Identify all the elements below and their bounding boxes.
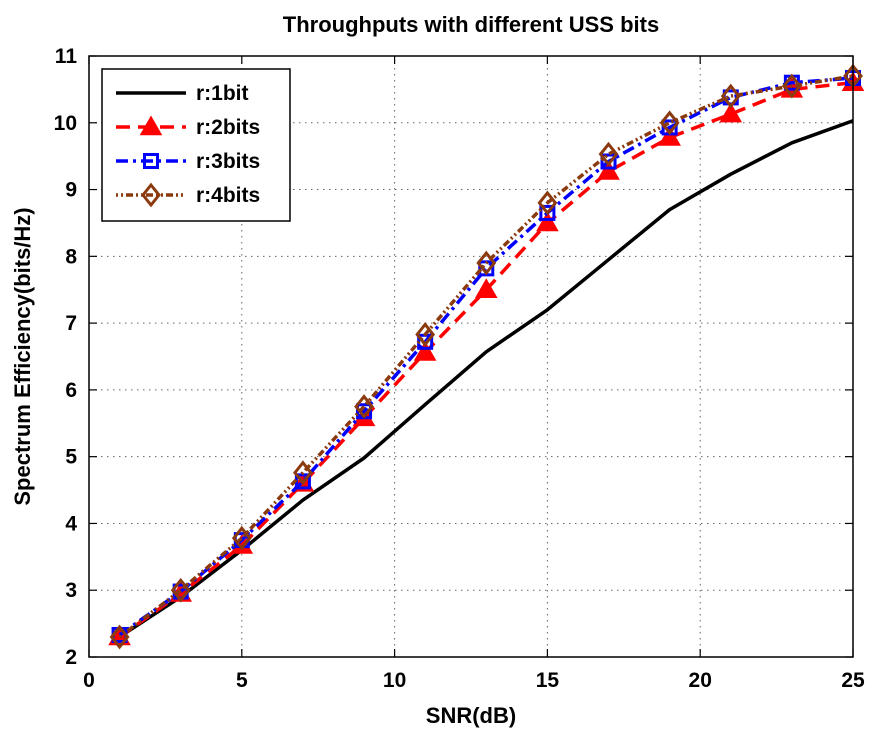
data-point	[413, 340, 437, 361]
data-point	[415, 322, 436, 347]
x-tick-label: 10	[383, 669, 406, 692]
x-axis-label: SNR(dB)	[426, 703, 516, 728]
x-tick-label: 0	[83, 669, 95, 692]
axes: 0 5 10 15 20 25 2 3 4 5 6 7 8 9 10 11	[54, 45, 865, 692]
legend-label: r:2bits	[196, 116, 260, 139]
x-tick-label: 20	[689, 669, 712, 692]
legend-label: r:4bits	[196, 184, 260, 207]
legend-marker	[143, 153, 159, 169]
series-line	[118, 74, 854, 639]
plot-series	[108, 63, 865, 650]
y-tick-label: 10	[54, 112, 77, 135]
y-tick-label: 4	[65, 512, 77, 535]
x-tick-label: 15	[536, 669, 560, 692]
y-tick-label: 6	[65, 379, 77, 402]
data-point	[720, 83, 741, 109]
data-point	[292, 460, 313, 486]
data-point	[659, 110, 680, 136]
legend-marker	[139, 115, 163, 136]
data-point	[537, 190, 558, 216]
data-point	[474, 278, 498, 298]
data-point	[719, 102, 743, 123]
legend: r:1bit r:2bits r:3bits r:4bits	[101, 68, 291, 222]
chart-title: Throughputs with different USS bits	[283, 12, 659, 37]
y-tick-label: 2	[65, 646, 77, 669]
data-point	[354, 394, 374, 419]
legend-marker	[141, 182, 161, 208]
y-tick-label: 3	[65, 579, 77, 602]
data-point	[781, 73, 802, 99]
data-point	[170, 577, 191, 603]
legend-label: r:1bit	[196, 82, 249, 105]
data-point	[109, 624, 130, 650]
data-point	[600, 153, 617, 170]
plot-frame	[88, 55, 854, 658]
data-point	[597, 160, 620, 180]
data-point	[231, 525, 252, 551]
x-tick-label: 5	[236, 669, 248, 692]
y-tick-label: 9	[65, 179, 77, 202]
y-tick-label: 7	[65, 312, 77, 335]
y-tick-label: 11	[55, 45, 78, 68]
y-axis-label: Spectrum Efficiency(bits/Hz)	[10, 207, 35, 505]
y-tick-label: 5	[65, 446, 77, 469]
series-4	[109, 63, 863, 650]
data-point	[539, 204, 556, 221]
x-tick-label: 25	[841, 669, 865, 692]
y-tick-label: 8	[65, 245, 77, 268]
data-point	[536, 211, 559, 232]
data-point	[598, 141, 619, 167]
data-point	[658, 125, 681, 146]
legend-label: r:3bits	[196, 150, 260, 173]
data-point	[476, 250, 497, 276]
